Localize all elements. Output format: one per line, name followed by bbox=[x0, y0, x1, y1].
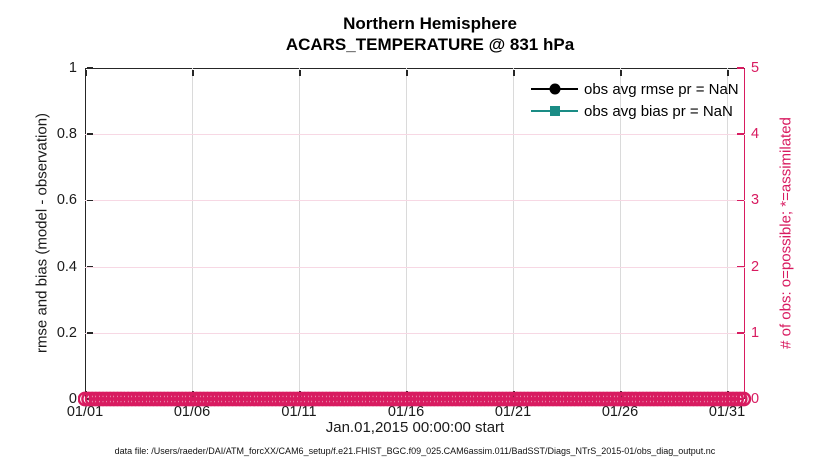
x-gridline bbox=[727, 68, 728, 399]
y-tick-left bbox=[86, 67, 93, 69]
y-right-tick-label: 4 bbox=[751, 126, 760, 143]
chart-title-line1: Northern Hemisphere bbox=[343, 14, 517, 33]
y-gridline bbox=[85, 332, 745, 334]
y-tick-left bbox=[86, 265, 93, 268]
y-right-tick-label: 5 bbox=[751, 60, 760, 76]
legend-label-rmse: obs avg rmse pr = NaN bbox=[584, 80, 739, 98]
x-tick-top bbox=[620, 69, 622, 76]
x-gridline bbox=[192, 68, 193, 399]
legend-item-bias: obs avg bias pr = NaN bbox=[531, 100, 739, 122]
legend-label-bias: obs avg bias pr = NaN bbox=[584, 102, 733, 120]
x-tick-top bbox=[727, 69, 729, 76]
y-tick-right bbox=[737, 199, 744, 202]
x-gridline bbox=[299, 68, 300, 399]
y-left-tick-label: 0.6 bbox=[56, 192, 77, 209]
y-tick-right bbox=[737, 133, 744, 135]
legend-line-bias bbox=[531, 106, 578, 116]
legend-item-rmse: obs avg rmse pr = NaN bbox=[531, 78, 739, 100]
x-tick-top bbox=[85, 69, 87, 76]
left-axis-label: rmse and bias (model - observation) bbox=[33, 112, 51, 354]
y-tick-right bbox=[737, 265, 744, 268]
x-tick-label: 01/16 bbox=[387, 404, 425, 420]
y-gridline bbox=[85, 266, 745, 268]
right-axis-label: # of obs: o=possible; *=assimilated bbox=[777, 117, 795, 349]
y-right-tick-label: 1 bbox=[751, 324, 760, 341]
y-gridline bbox=[85, 134, 745, 136]
x-tick-top bbox=[513, 69, 515, 76]
x-tick-label: 01/11 bbox=[281, 404, 317, 420]
square-marker-icon bbox=[549, 106, 560, 116]
x-gridline bbox=[620, 68, 621, 399]
y-gridline bbox=[85, 200, 745, 202]
x-tick-label: 01/01 bbox=[66, 404, 104, 420]
data-file-path: data file: /Users/raeder/DAI/ATM_forcXX/… bbox=[114, 446, 716, 456]
y-left-tick-label: 0 bbox=[68, 391, 77, 407]
x-gridline bbox=[406, 68, 407, 399]
circle-marker-icon bbox=[549, 83, 560, 95]
x-gridline bbox=[513, 68, 514, 399]
y-tick-right bbox=[737, 67, 744, 69]
x-tick-label: 01/21 bbox=[494, 404, 532, 420]
y-tick-right bbox=[737, 332, 744, 334]
y-left-tick-label: 1 bbox=[68, 60, 77, 76]
y-tick-left bbox=[86, 199, 93, 202]
x-axis-label: Jan.01,2015 00:00:00 start bbox=[325, 419, 505, 436]
y-left-tick-label: 0.4 bbox=[56, 258, 77, 275]
legend: obs avg rmse pr = NaN obs avg bias pr = … bbox=[531, 78, 739, 122]
legend-line-rmse bbox=[531, 83, 578, 95]
y-right-tick-label: 2 bbox=[751, 258, 760, 275]
chart-title-line2: ACARS_TEMPERATURE @ 831 hPa bbox=[285, 35, 575, 54]
y-right-tick-label: 3 bbox=[751, 192, 760, 209]
obs-possible-marker-band bbox=[78, 391, 752, 407]
x-tick-label: 01/31 bbox=[708, 404, 746, 420]
chart-title: Northern Hemisphere ACARS_TEMPERATURE @ … bbox=[85, 13, 775, 55]
y-tick-left bbox=[86, 332, 93, 334]
y-left-tick-label: 0.8 bbox=[56, 126, 77, 143]
x-tick-label: 01/26 bbox=[601, 404, 639, 420]
x-tick-top bbox=[406, 69, 408, 76]
x-tick-top bbox=[299, 69, 301, 76]
x-tick-label: 01/06 bbox=[173, 404, 211, 420]
y-right-tick-label: 0 bbox=[751, 391, 760, 407]
y-left-tick-label: 0.2 bbox=[56, 324, 77, 341]
x-tick-top bbox=[192, 69, 194, 76]
y-tick-left bbox=[86, 133, 93, 135]
